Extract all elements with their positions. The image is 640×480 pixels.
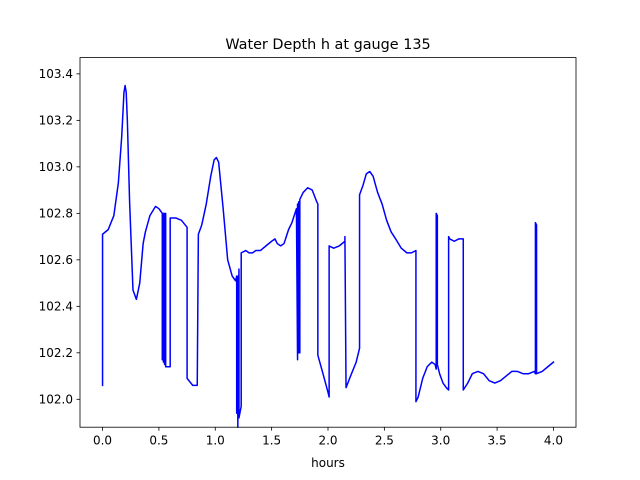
x-tick-label: 0.5 <box>149 434 168 448</box>
x-tick-label: 4.0 <box>544 434 563 448</box>
y-tick-label: 102.2 <box>39 346 73 360</box>
series-layer <box>101 84 555 428</box>
x-axis-label: hours <box>311 456 345 470</box>
series-line <box>101 84 555 428</box>
chart-title: Water Depth h at gauge 135 <box>225 37 430 53</box>
x-tick-label: 0.0 <box>93 434 112 448</box>
x-tick-label: 1.5 <box>262 434 281 448</box>
y-tick-label: 102.6 <box>39 253 73 267</box>
y-tick-label: 103.2 <box>39 114 73 128</box>
x-tick-label: 3.0 <box>431 434 450 448</box>
y-tick-label: 103.4 <box>39 67 73 81</box>
x-tick-label: 1.0 <box>206 434 225 448</box>
x-tick-label: 2.5 <box>375 434 394 448</box>
plot-area <box>80 57 576 428</box>
x-tick-label: 3.5 <box>488 434 507 448</box>
y-tick-label: 103.0 <box>39 160 73 174</box>
y-tick-label: 102.4 <box>39 300 73 314</box>
y-tick-label: 102.0 <box>39 393 73 407</box>
x-axis: 0.0 0.5 1.0 1.5 2.0 2.5 3.0 3.5 4.0 <box>93 427 563 448</box>
y-tick-label: 102.8 <box>39 207 73 221</box>
x-tick-label: 2.0 <box>318 434 337 448</box>
y-axis: 102.0 102.2 102.4 102.6 102.8 103.0 103.2 103.4 <box>39 67 80 407</box>
